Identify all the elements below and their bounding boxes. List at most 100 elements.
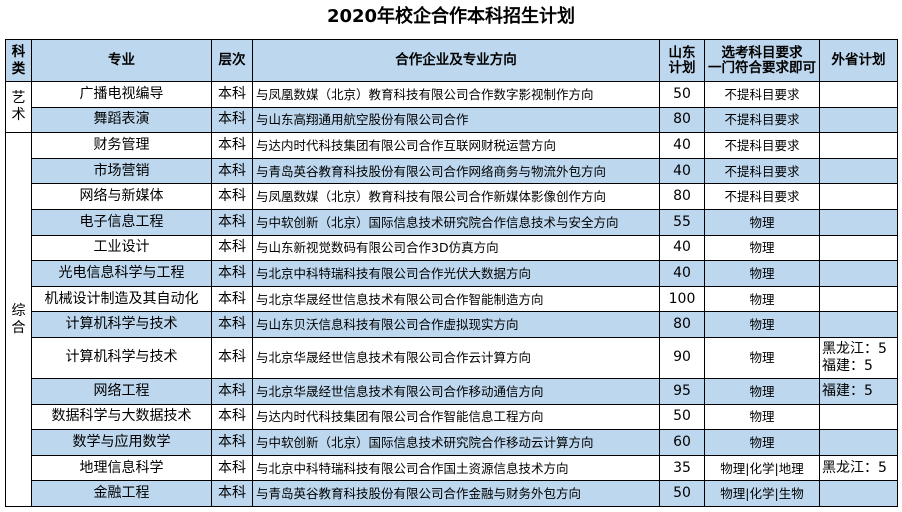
table-row: 光电信息科学与工程 本科 与北京中科特瑞科技有限公司合作光伏大数据方向 40 物理 xyxy=(6,260,898,287)
other-province-cell xyxy=(819,106,898,134)
major-cell: 网络工程 xyxy=(31,377,212,405)
level-cell: 本科 xyxy=(211,132,253,159)
other-province-cell: 黑龙江：5 福建：5 xyxy=(819,336,898,379)
level-cell: 本科 xyxy=(211,403,253,431)
cooperation-cell: 与凤凰数媒（北京）教育科技有限公司合作新媒体影像创作方向 xyxy=(252,183,660,210)
major-cell: 地理信息科学 xyxy=(31,454,212,482)
subject-cell: 物理 xyxy=(704,260,820,287)
plan-cell: 95 xyxy=(659,377,705,405)
header-subject-line1: 选考科目要求 xyxy=(721,44,803,61)
header-category: 科类 xyxy=(5,39,32,82)
cooperation-cell: 与山东高翔通用航空股份有限公司合作 xyxy=(252,106,660,134)
cooperation-cell: 与山东贝沃信息科技有限公司合作虚拟现实方向 xyxy=(252,311,660,338)
enrollment-table: 科类 专业 层次 合作企业及专业方向 山东 计划 选考科目要求 一门符合要求即可 外… xyxy=(5,39,898,507)
cooperation-cell: 与达内时代科技集团有限公司合作互联网财税运营方向 xyxy=(252,132,660,159)
major-cell: 广播电视编导 xyxy=(31,81,212,108)
major-cell: 金融工程 xyxy=(31,480,212,507)
other-province-cell xyxy=(819,480,898,507)
plan-cell: 90 xyxy=(659,336,705,379)
table-row: 计算机科学与技术 本科 与北京华晟经世信息技术有限公司合作云计算方向 90 物理 黑龙江：… xyxy=(6,336,898,379)
other-province-cell xyxy=(819,157,898,185)
category-art: 艺术 xyxy=(5,80,32,134)
cooperation-cell: 与凤凰数媒（北京）教育科技有限公司合作数字影视制作方向 xyxy=(252,81,660,108)
cooperation-cell: 与北京华晟经世信息技术有限公司合作云计算方向 xyxy=(252,336,660,379)
major-cell: 财务管理 xyxy=(31,132,212,159)
plan-cell: 80 xyxy=(659,106,705,134)
table-row: 网络工程 本科 与北京华晟经世信息技术有限公司合作移动通信方向 95 物理 福建：5 xyxy=(6,377,898,405)
major-cell: 网络与新媒体 xyxy=(31,183,212,210)
plan-cell: 50 xyxy=(659,81,705,108)
other-province-cell xyxy=(819,81,898,108)
table-row: 数学与应用数学 本科 与中软创新（北京）国际信息技术研究院合作移动云计算方向 60 物理 xyxy=(6,429,898,456)
header-plan-line2: 计划 xyxy=(668,59,696,76)
level-cell: 本科 xyxy=(211,234,253,262)
other-province-cell: 福建：5 xyxy=(819,377,898,405)
major-cell: 机械设计制造及其自动化 xyxy=(31,285,212,313)
table-row: 市场营销 本科 与青岛英谷教育科技股份有限公司合作网络商务与物流外包方向 40 不提科目… xyxy=(6,157,898,185)
other-province-cell: 黑龙江：5 xyxy=(819,454,898,482)
plan-cell: 50 xyxy=(659,480,705,507)
subject-cell: 物理 xyxy=(704,336,820,379)
level-cell: 本科 xyxy=(211,183,253,210)
level-cell: 本科 xyxy=(211,336,253,379)
major-cell: 计算机科学与技术 xyxy=(31,311,212,338)
plan-cell: 100 xyxy=(659,285,705,313)
other-province-cell xyxy=(819,403,898,431)
page-title: 2020年校企合作本科招生计划 xyxy=(326,6,576,27)
table-row: 艺术 广播电视编导 本科 与凤凰数媒（北京）教育科技有限公司合作数字影视制作方向 50 不… xyxy=(5,80,898,134)
header-subject-line2: 一门符合要求即可 xyxy=(708,59,816,76)
plan-cell: 40 xyxy=(659,132,705,159)
subject-cell: 物理 xyxy=(704,377,820,405)
cooperation-cell: 与山东新视觉数码有限公司合作3D仿真方向 xyxy=(252,234,660,262)
level-cell: 本科 xyxy=(211,106,253,134)
other-province-line: 黑龙江：5 xyxy=(822,340,887,357)
plan-cell: 50 xyxy=(659,403,705,431)
table-row: 金融工程 本科 与青岛英谷教育科技股份有限公司合作金融与财务外包方向 50 物理|化学|… xyxy=(6,480,898,507)
table-row: 舞蹈表演 本科 与山东高翔通用航空股份有限公司合作 80 不提科目要求 xyxy=(6,106,898,134)
header-level: 层次 xyxy=(211,39,253,82)
subject-cell: 物理 xyxy=(704,208,820,236)
level-cell: 本科 xyxy=(211,285,253,313)
other-province-cell xyxy=(819,429,898,456)
table-row: 数据科学与大数据技术 本科 与达内时代科技集团有限公司合作智能信息工程方向 50 物理 xyxy=(6,403,898,431)
subject-cell: 不提科目要求 xyxy=(704,106,820,134)
subject-cell: 不提科目要求 xyxy=(704,132,820,159)
cooperation-cell: 与青岛英谷教育科技股份有限公司合作网络商务与物流外包方向 xyxy=(252,157,660,185)
subject-cell: 物理 xyxy=(704,234,820,262)
plan-cell: 55 xyxy=(659,208,705,236)
other-province-cell xyxy=(819,260,898,287)
plan-cell: 60 xyxy=(659,429,705,456)
plan-cell: 40 xyxy=(659,157,705,185)
level-cell: 本科 xyxy=(211,377,253,405)
header-other: 外省计划 xyxy=(819,39,898,82)
plan-cell: 40 xyxy=(659,260,705,287)
table-row: 计算机科学与技术 本科 与山东贝沃信息科技有限公司合作虚拟现实方向 80 物理 xyxy=(6,311,898,338)
header-plan-line1: 山东 xyxy=(668,44,696,61)
level-cell: 本科 xyxy=(211,429,253,456)
level-cell: 本科 xyxy=(211,81,253,108)
major-cell: 数据科学与大数据技术 xyxy=(31,403,212,431)
major-cell: 计算机科学与技术 xyxy=(31,336,212,379)
category-comprehensive: 综合 xyxy=(5,132,32,507)
table-row: 机械设计制造及其自动化 本科 与北京华晟经世信息技术有限公司合作智能制造方向 100 物… xyxy=(6,285,898,313)
plan-cell: 35 xyxy=(659,454,705,482)
cooperation-cell: 与北京中科特瑞科技有限公司合作国土资源信息技术方向 xyxy=(252,454,660,482)
header-plan: 山东 计划 xyxy=(659,39,705,82)
subject-cell: 物理 xyxy=(704,311,820,338)
major-cell: 工业设计 xyxy=(31,234,212,262)
other-province-cell xyxy=(819,285,898,313)
other-province-line: 福建：5 xyxy=(822,357,873,374)
table-row: 地理信息科学 本科 与北京中科特瑞科技有限公司合作国土资源信息技术方向 35 物理|化学… xyxy=(6,454,898,482)
major-cell: 市场营销 xyxy=(31,157,212,185)
subject-cell: 物理 xyxy=(704,429,820,456)
other-province-cell xyxy=(819,311,898,338)
subject-cell: 物理 xyxy=(704,285,820,313)
major-cell: 光电信息科学与工程 xyxy=(31,260,212,287)
subject-cell: 不提科目要求 xyxy=(704,81,820,108)
table-header-row: 科类 专业 层次 合作企业及专业方向 山东 计划 选考科目要求 一门符合要求即可 外… xyxy=(5,39,898,82)
table-row: 综合 财务管理 本科 与达内时代科技集团有限公司合作互联网财税运营方向 40 不提科目要求 xyxy=(5,132,898,507)
header-cooperation: 合作企业及专业方向 xyxy=(252,39,660,82)
level-cell: 本科 xyxy=(211,157,253,185)
cooperation-cell: 与中软创新（北京）国际信息技术研究院合作移动云计算方向 xyxy=(252,429,660,456)
cooperation-cell: 与达内时代科技集团有限公司合作智能信息工程方向 xyxy=(252,403,660,431)
